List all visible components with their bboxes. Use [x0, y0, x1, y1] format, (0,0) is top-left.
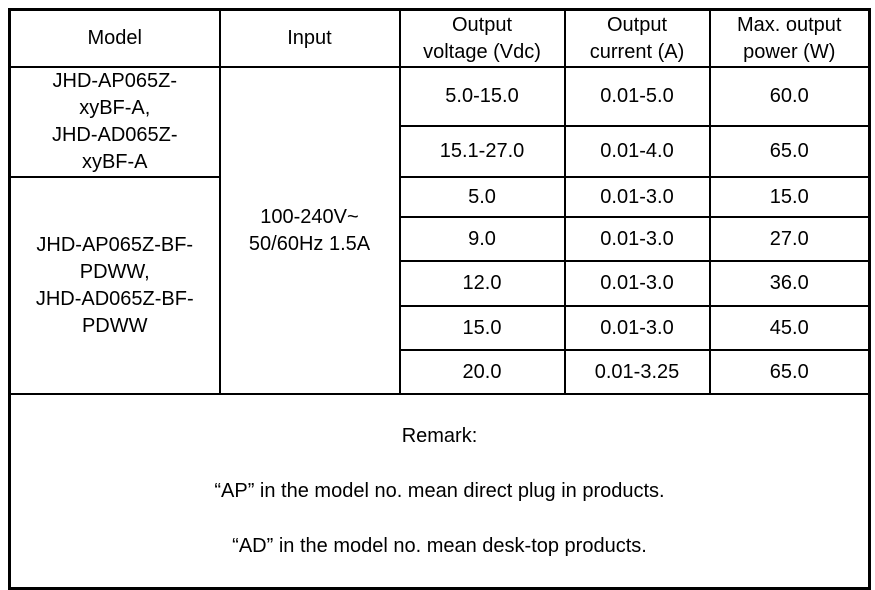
spec-row-3: JHD-AP065Z-BF- PDWW, JHD-AD065Z-BF- PDWW… — [8, 176, 871, 395]
remark-line-ap: “AP” in the model no. mean direct plug i… — [214, 480, 665, 502]
max-power-cell: 36.0 — [708, 260, 871, 307]
remark-row: Remark: “AP” in the model no. mean direc… — [8, 393, 871, 590]
output-current-cell: 0.01-4.0 — [563, 124, 711, 179]
output-current-cell: 0.01-3.25 — [563, 349, 711, 395]
remark-title: Remark: — [401, 425, 478, 447]
header-row: Model Input Output voltage (Vdc) Output … — [8, 8, 871, 68]
output-current-cell: 0.01-3.0 — [563, 260, 711, 307]
header-model: Model — [8, 8, 221, 68]
max-power-cell: 65.0 — [708, 124, 871, 179]
max-power-cell: 27.0 — [708, 216, 871, 262]
spec-row-2: 15.1-27.0 0.01-4.0 65.0 — [10, 124, 871, 179]
spec-row-1: JHD-AP065Z- xyBF-A, JHD-AD065Z- xyBF-A 1… — [8, 66, 871, 395]
spec-row-4: 9.0 0.01-3.0 27.0 — [10, 216, 871, 262]
remark-line-ad: “AD” in the model no. mean desk-top prod… — [232, 535, 647, 557]
spec-row-7: 20.0 0.01-3.25 65.0 — [10, 349, 871, 395]
output-voltage-cell: 5.0 — [398, 176, 566, 218]
input-cell: 100-240V~ 50/60Hz 1.5A — [218, 66, 401, 395]
spec-row-6: 15.0 0.01-3.0 45.0 — [10, 305, 871, 351]
output-voltage-cell: 20.0 — [398, 349, 566, 395]
output-voltage-cell: 12.0 — [398, 260, 566, 307]
max-power-cell: 65.0 — [708, 349, 871, 395]
max-power-cell: 60.0 — [708, 66, 871, 127]
header-output-current: Output current (A) — [563, 8, 711, 68]
output-current-cell: 0.01-3.0 — [563, 176, 711, 218]
header-input: Input — [218, 8, 401, 68]
output-current-cell: 0.01-3.0 — [563, 216, 711, 262]
output-voltage-cell: 15.1-27.0 — [398, 124, 566, 179]
header-max-output-power: Max. output power (W) — [708, 8, 871, 68]
output-voltage-cell: 15.0 — [398, 305, 566, 351]
output-current-cell: 0.01-5.0 — [563, 66, 711, 127]
max-power-cell: 45.0 — [708, 305, 871, 351]
model-cell-group1: JHD-AP065Z- xyBF-A, JHD-AD065Z- xyBF-A — [8, 66, 221, 178]
model-cell-group2: JHD-AP065Z-BF- PDWW, JHD-AD065Z-BF- PDWW — [8, 176, 221, 395]
power-spec-table: Model Input Output voltage (Vdc) Output … — [8, 8, 871, 590]
output-current-cell: 0.01-3.0 — [563, 305, 711, 351]
output-voltage-cell: 5.0-15.0 — [398, 66, 566, 127]
spec-row-5: 12.0 0.01-3.0 36.0 — [10, 260, 871, 307]
max-power-cell: 15.0 — [708, 176, 871, 218]
output-voltage-cell: 9.0 — [398, 216, 566, 262]
remark-cell: Remark: “AP” in the model no. mean direc… — [8, 393, 871, 590]
header-output-voltage: Output voltage (Vdc) — [398, 8, 566, 68]
